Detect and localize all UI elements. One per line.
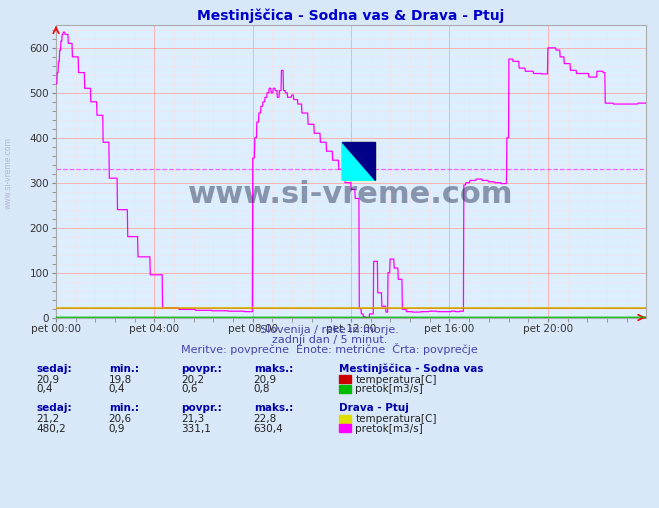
Text: pretok[m3/s]: pretok[m3/s] <box>355 424 423 434</box>
Text: zadnji dan / 5 minut.: zadnji dan / 5 minut. <box>272 335 387 345</box>
Text: maks.:: maks.: <box>254 364 293 374</box>
Text: 20,2: 20,2 <box>181 374 204 385</box>
Text: 331,1: 331,1 <box>181 424 211 434</box>
Text: 0,4: 0,4 <box>36 384 53 394</box>
Text: Slovenija / reke in morje.: Slovenija / reke in morje. <box>260 325 399 335</box>
Text: 0,9: 0,9 <box>109 424 125 434</box>
Text: 0,6: 0,6 <box>181 384 198 394</box>
Text: 21,2: 21,2 <box>36 414 59 424</box>
Bar <box>342 142 374 180</box>
Text: 20,9: 20,9 <box>36 374 59 385</box>
Text: Mestinjščica - Sodna vas: Mestinjščica - Sodna vas <box>339 363 484 374</box>
Text: 0,8: 0,8 <box>254 384 270 394</box>
Text: povpr.:: povpr.: <box>181 364 222 374</box>
Text: 480,2: 480,2 <box>36 424 66 434</box>
Text: 20,9: 20,9 <box>254 374 277 385</box>
Text: min.:: min.: <box>109 364 139 374</box>
Text: 21,3: 21,3 <box>181 414 204 424</box>
Text: 22,8: 22,8 <box>254 414 277 424</box>
Text: maks.:: maks.: <box>254 403 293 414</box>
Text: Drava - Ptuj: Drava - Ptuj <box>339 403 409 414</box>
Text: pretok[m3/s]: pretok[m3/s] <box>355 384 423 394</box>
Text: 20,6: 20,6 <box>109 414 132 424</box>
Text: temperatura[C]: temperatura[C] <box>355 374 437 385</box>
Text: min.:: min.: <box>109 403 139 414</box>
Text: Meritve: povprečne  Enote: metrične  Črta: povprečje: Meritve: povprečne Enote: metrične Črta:… <box>181 343 478 355</box>
Text: 19,8: 19,8 <box>109 374 132 385</box>
Text: 0,4: 0,4 <box>109 384 125 394</box>
Polygon shape <box>342 142 374 180</box>
Text: sedaj:: sedaj: <box>36 403 72 414</box>
Text: www.si-vreme.com: www.si-vreme.com <box>188 180 513 209</box>
Title: Mestinjščica - Sodna vas & Drava - Ptuj: Mestinjščica - Sodna vas & Drava - Ptuj <box>197 8 505 23</box>
Text: temperatura[C]: temperatura[C] <box>355 414 437 424</box>
Text: sedaj:: sedaj: <box>36 364 72 374</box>
Polygon shape <box>342 142 374 180</box>
Text: www.si-vreme.com: www.si-vreme.com <box>3 137 13 209</box>
Text: 630,4: 630,4 <box>254 424 283 434</box>
Text: povpr.:: povpr.: <box>181 403 222 414</box>
